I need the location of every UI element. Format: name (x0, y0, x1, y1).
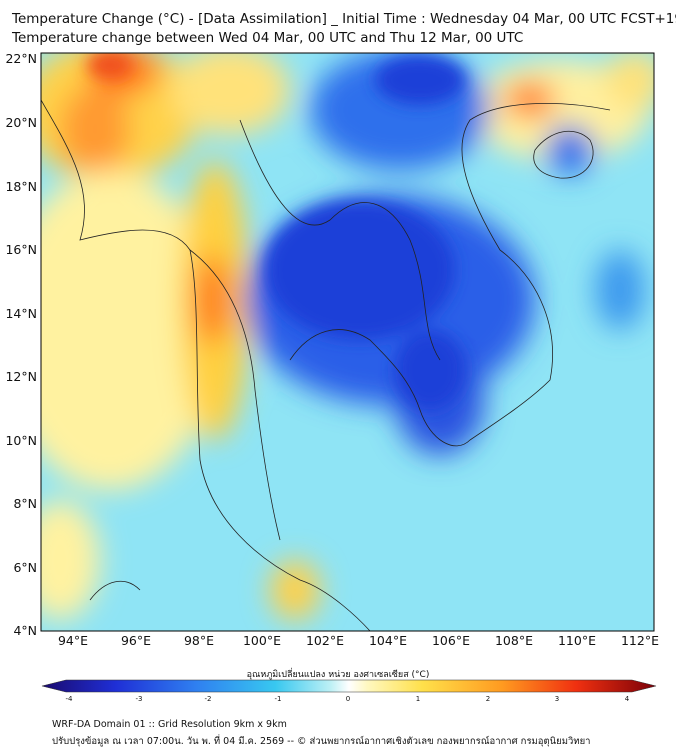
lat-tick-label: 18°N (5, 179, 37, 194)
colorbar-tick-label: -2 (205, 695, 212, 703)
lat-tick-label: 22°N (5, 51, 37, 66)
colorbar-tick-label: 1 (416, 695, 420, 703)
lat-tick-label: 6°N (13, 560, 37, 575)
lat-tick-label: 10°N (5, 433, 37, 448)
lat-tick-label: 4°N (13, 623, 37, 638)
coastlines-borders (41, 99, 611, 631)
chart-title: Temperature Change (°C) - [Data Assimila… (12, 11, 676, 27)
colorbar-tick-label: 4 (625, 695, 630, 703)
colorbar-tick-label: 3 (555, 695, 559, 703)
colorbar-tick-label: -4 (66, 695, 74, 703)
lat-tick-label: 16°N (5, 242, 37, 257)
lon-tick-label: 96°E (121, 633, 151, 648)
lon-tick-label: 110°E (558, 633, 596, 648)
latitude-axis: 22°N 20°N 18°N 16°N 14°N 12°N 10°N 8°N 6… (5, 51, 37, 638)
map-frame (40, 52, 655, 632)
lat-tick-label: 14°N (5, 306, 37, 321)
lon-tick-label: 102°E (306, 633, 344, 648)
colorbar-tick-label: 0 (346, 695, 350, 703)
lon-tick-label: 112°E (621, 633, 659, 648)
lat-tick-label: 8°N (13, 496, 37, 511)
colorbar-tick-label: 2 (486, 695, 490, 703)
footer-credit: ปรับปรุงข้อมูล ณ เวลา 07:00น. วัน พ. ที่… (52, 736, 591, 747)
colorbar-bar (41, 679, 657, 693)
lon-tick-label: 100°E (243, 633, 281, 648)
lat-tick-label: 20°N (5, 115, 37, 130)
lon-tick-label: 104°E (369, 633, 407, 648)
colorbar-tick-label: -3 (136, 695, 143, 703)
footer-model-info: WRF-DA Domain 01 :: Grid Resolution 9km … (52, 719, 287, 730)
map-figure: 22°N 20°N 18°N 16°N 14°N 12°N 10°N 8°N 6… (5, 51, 659, 703)
lon-tick-label: 106°E (432, 633, 470, 648)
colorbar-ticks: -4 -3 -2 -1 0 1 2 3 4 (66, 695, 630, 703)
lon-tick-label: 108°E (495, 633, 533, 648)
chart-subtitle: Temperature change between Wed 04 Mar, 0… (12, 30, 524, 46)
lon-tick-label: 94°E (58, 633, 88, 648)
colorbar-tick-label: -1 (275, 695, 282, 703)
temperature-field (41, 53, 654, 631)
lat-tick-label: 12°N (5, 369, 37, 384)
longitude-axis: 94°E 96°E 98°E 100°E 102°E 104°E 106°E 1… (58, 633, 659, 648)
colorbar: -4 -3 -2 -1 0 1 2 3 4 (41, 679, 657, 703)
lon-tick-label: 98°E (184, 633, 214, 648)
colorbar-label: อุณหภูมิเปลี่ยนแปลง หน่วย องศาเซลเซียส (… (246, 670, 430, 680)
